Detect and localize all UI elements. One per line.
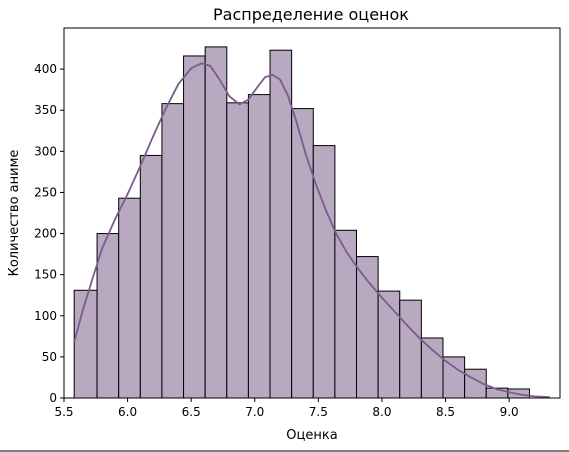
- x-tick-label: 7.5: [309, 405, 328, 419]
- histogram-bar-1: [73, 289, 98, 399]
- x-tick-label: 8.5: [436, 405, 455, 419]
- histogram-bar-11: [291, 108, 314, 399]
- x-axis-label: Оценка: [286, 428, 337, 443]
- y-tick-label: 200: [34, 227, 57, 241]
- kde-line: [73, 62, 550, 399]
- histogram-bar-3: [118, 197, 141, 399]
- chart-title: Распределение оценок: [213, 5, 409, 24]
- histogram-bar-12: [312, 145, 336, 399]
- plot-frame: [63, 27, 561, 399]
- y-tick-label: 150: [34, 268, 57, 282]
- histogram-bar-10: [269, 49, 293, 399]
- y-tick-label: 100: [34, 309, 57, 323]
- x-tick-label: 6.0: [118, 405, 137, 419]
- y-tick-label: 50: [42, 350, 57, 364]
- histogram-bar-16: [399, 299, 422, 399]
- y-axis-label: Количество аниме: [7, 150, 22, 277]
- x-axis-ticks: 5.5 6.0 6.5 7.0 7.5 8.0 8.5 9.0: [54, 398, 519, 419]
- histogram-bar-6: [183, 55, 206, 399]
- histogram-bar-17: [420, 337, 444, 399]
- y-tick-label: 0: [49, 391, 57, 405]
- y-tick-label: 400: [34, 62, 57, 76]
- x-tick-label: 9.0: [500, 405, 519, 419]
- y-axis-ticks: 0 50 100 150 200 250 300 350 400: [34, 62, 64, 405]
- histogram-bar-4: [139, 154, 163, 399]
- y-tick-label: 350: [34, 103, 57, 117]
- histogram-bar-5: [161, 103, 185, 399]
- histogram-bar-14: [356, 256, 379, 399]
- x-tick-label: 8.0: [372, 405, 391, 419]
- y-tick-label: 300: [34, 144, 57, 158]
- x-tick-label: 7.0: [245, 405, 264, 419]
- histogram-bar-13: [334, 229, 358, 399]
- histogram-bar-2: [96, 233, 120, 399]
- histogram-bar-7: [204, 46, 228, 399]
- histogram-bar-18: [442, 356, 466, 399]
- histogram-bar-9: [247, 94, 271, 399]
- y-tick-label: 250: [34, 185, 57, 199]
- bars-group: [73, 46, 530, 399]
- x-tick-label: 5.5: [54, 405, 73, 419]
- x-tick-label: 6.5: [182, 405, 201, 419]
- histogram-bar-15: [377, 290, 401, 399]
- histogram-bar-8: [226, 102, 249, 399]
